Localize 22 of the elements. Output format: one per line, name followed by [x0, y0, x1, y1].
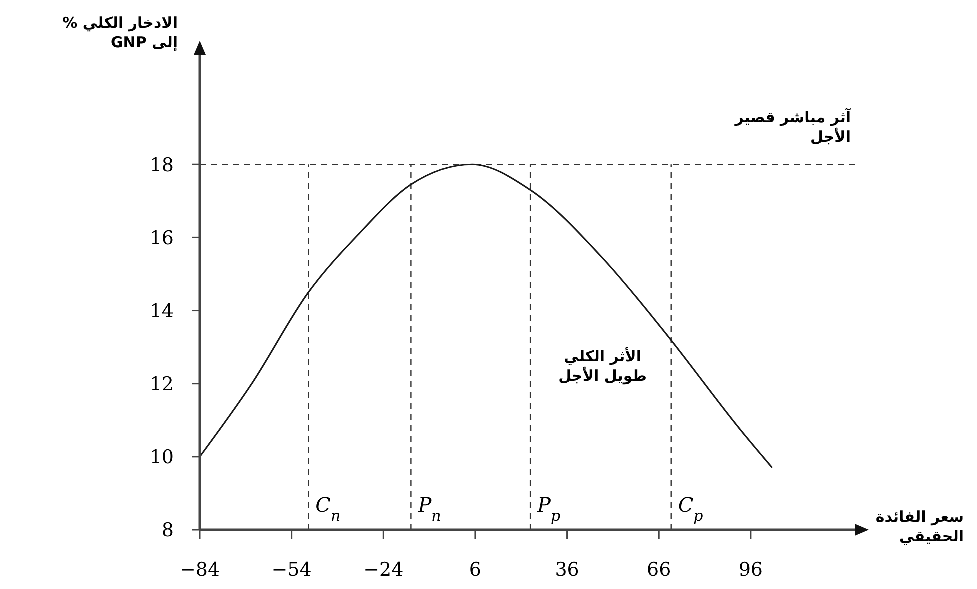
x-axis-title: سعر الفائدة الحقيقي	[876, 508, 964, 546]
y-tick-label: 8	[162, 520, 174, 542]
ref-line-label: C$_{p}$	[678, 493, 704, 525]
y-tick-label: 10	[150, 446, 174, 469]
x-tick-label: −54	[272, 559, 312, 581]
y-tick-label: 14	[150, 300, 174, 322]
ref-line-label: P$_{p}$	[536, 493, 562, 525]
ref-line-label: آثر مباشر قصير الأجل	[734, 108, 852, 146]
annotation: الأثر الكلي طويل الأجل	[558, 346, 647, 385]
y-tick-label: 18	[150, 154, 174, 176]
x-tick-label: −24	[364, 559, 404, 581]
line-series	[199, 164, 774, 469]
ref-line-label: C$_{n}$	[316, 493, 341, 525]
y-tick-label: 16	[150, 227, 174, 250]
ref-line-label: P$_{n}$	[417, 493, 442, 525]
x-tick-label: −84	[180, 559, 220, 581]
x-tick-label: 36	[555, 559, 580, 581]
x-tick-label: 96	[738, 559, 764, 581]
x-tick-label: 66	[647, 559, 672, 581]
x-tick-label: 6	[469, 559, 482, 581]
y-tick-label: 12	[150, 373, 174, 396]
y-axis-title: الادخار الكلي % إلى GNP	[62, 14, 178, 52]
